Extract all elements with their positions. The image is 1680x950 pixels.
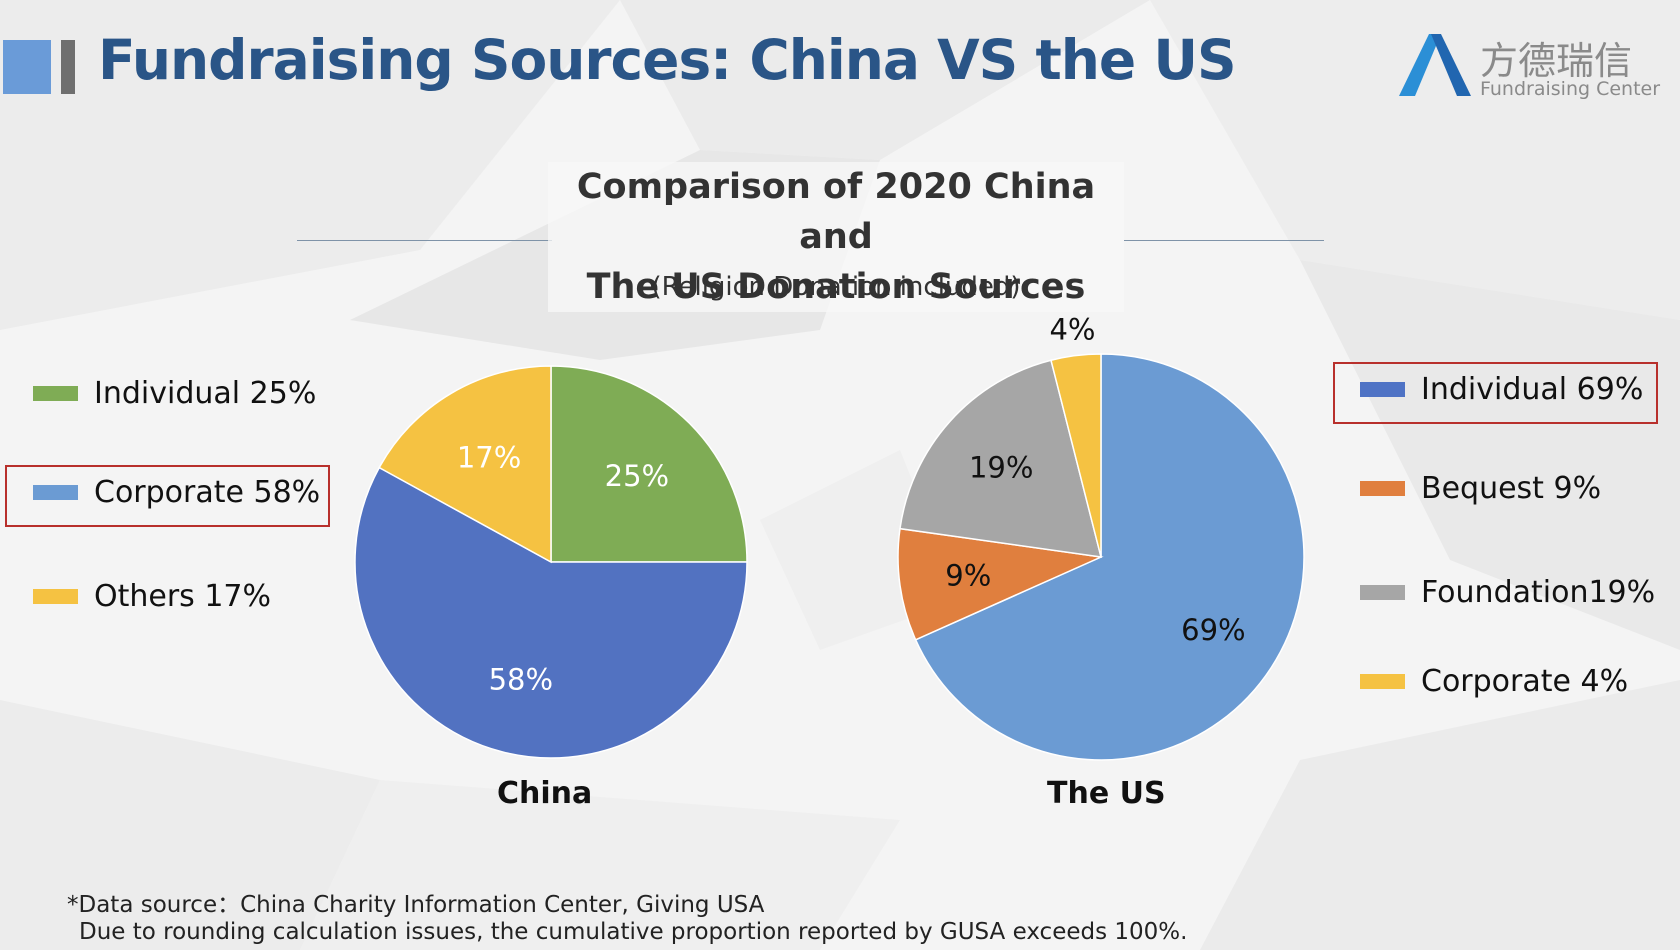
us-slice-foundation [899,359,1103,558]
china-pie-name: China [497,776,593,811]
legend-label: Corporate 58% [94,475,321,510]
us-legend-bequest: Bequest 9% [1360,471,1601,506]
title-rule-right [1124,240,1324,241]
us-legend-corporate: Corporate 4% [1360,664,1628,699]
title-rule-left [297,240,552,241]
china-slice-label-others: 17% [457,440,521,474]
china-highlight-box [5,465,330,527]
china-slice-individual [550,365,748,563]
legend-swatch-blue [1360,382,1405,397]
page-title: Fundraising Sources: China VS the US [98,28,1237,92]
legend-label: Individual 69% [1421,372,1644,407]
footnote-rounding: Due to rounding calculation issues, the … [79,919,1188,945]
title-accent-square [3,40,51,94]
chart-title-line-1: Comparison of 2020 China and [576,167,1096,257]
legend-label: Corporate 4% [1421,664,1629,699]
legend-label: Foundation19% [1421,575,1656,610]
chart-title-line-2: The US Donation Sources [586,267,1086,307]
chart-title: Comparison of 2020 China and The US Dona… [548,162,1124,312]
us-highlight-box [1333,362,1658,424]
us-slice-individual [914,353,1305,761]
chart-subtitle: (Religion Donation included) [651,272,1021,302]
us-slice-label-corporate: 4% [1049,312,1095,346]
title-accent-bar [61,40,75,94]
china-slice-label-individual: 25% [605,459,669,493]
us-legend-individual: Individual 69% [1360,372,1643,407]
logo-english-text: Fundraising Center [1480,78,1661,100]
us-slice-label-individual: 69% [1181,613,1245,647]
legend-label: Individual 25% [94,376,317,411]
legend-swatch-blue [33,485,78,500]
china-slice-label-corporate: 58% [489,663,553,697]
us-slice-label-bequest: 9% [945,559,991,593]
us-slice-label-foundation: 19% [969,451,1033,485]
china-legend-individual: Individual 25% [33,376,316,411]
legend-swatch-gray [1360,585,1405,600]
logo-a-icon [1399,34,1471,96]
china-legend-others: Others 17% [33,579,271,614]
logo-chinese-text: 方德瑞信 [1480,39,1633,83]
us-legend-foundation: Foundation19% [1360,575,1655,610]
us-slice-corporate [1050,353,1102,558]
us-slice-bequest [897,527,1104,641]
legend-swatch-yellow [1360,674,1405,689]
footnote-source: *Data source：China Charity Information C… [67,892,765,918]
legend-swatch-green [33,386,78,401]
china-slice-corporate [354,466,748,759]
legend-swatch-orange [1360,481,1405,496]
legend-label: Bequest 9% [1421,471,1602,506]
china-slice-others [378,365,552,564]
china-legend-corporate: Corporate 58% [33,475,320,510]
legend-swatch-yellow [33,589,78,604]
legend-label: Others 17% [94,579,272,614]
us-pie-name: The US [1047,776,1166,811]
